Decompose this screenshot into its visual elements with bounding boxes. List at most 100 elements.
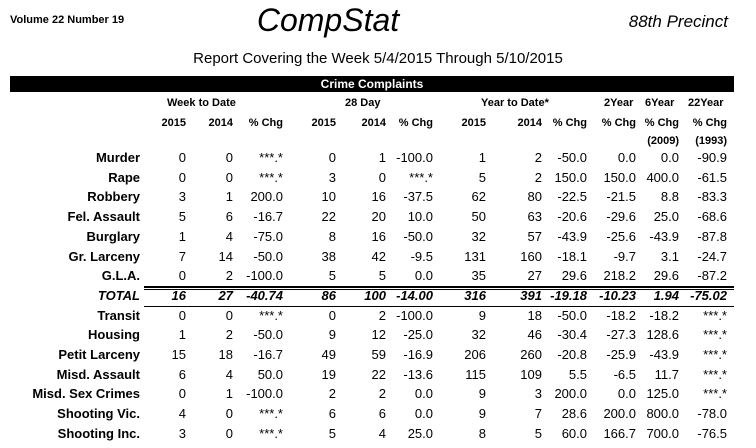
cell: 2014 (517, 117, 542, 129)
cell: 0 (178, 150, 186, 165)
cell: ***.* (259, 406, 283, 422)
cell: 206 (464, 347, 486, 362)
cell: -50.0 (403, 228, 433, 244)
cell: 27 (218, 287, 233, 303)
cell: 2 (378, 307, 386, 323)
cell: 9 (328, 327, 336, 343)
cell (144, 132, 186, 150)
cell: 391 (520, 287, 542, 303)
cell: 5 (478, 169, 486, 185)
cell: 22 (371, 366, 386, 382)
cell: 6 (225, 209, 233, 225)
cell (433, 132, 486, 150)
group-6year: 6Year (645, 97, 675, 109)
cell: -6.5 (613, 366, 636, 382)
cell: 9 (478, 406, 486, 422)
table-row: Fel. Assault 5 6 -16.7 22 20 10.0 50 63 -20.6 -29.… (0, 208, 727, 226)
cell: 1 (378, 150, 386, 165)
cell: 29.6 (561, 268, 587, 284)
cell: 10.0 (407, 209, 433, 225)
cell: -100.0 (246, 386, 283, 402)
cell: 2 (378, 386, 386, 402)
cell: 3 (178, 425, 186, 441)
table-row: Housing 1 2 -50.0 9 12 -25.0 32 46 -30.4 -27.3 128.… (0, 326, 727, 344)
row-label: Robbery (87, 189, 140, 205)
cell: % Chg (398, 117, 433, 129)
cell: % Chg (692, 117, 727, 129)
row-label: G.L.A. (101, 268, 140, 284)
cell: 0 (378, 169, 386, 185)
cell: -37.5 (403, 189, 433, 205)
cell: 0 (225, 150, 233, 165)
cell: -30.4 (557, 327, 587, 343)
cell: 800.0 (646, 406, 679, 422)
cell: -21.5 (606, 189, 636, 205)
cell: 400.0 (646, 169, 679, 185)
cell: -25.0 (403, 327, 433, 343)
cell: 32 (471, 327, 486, 343)
cell: -14.00 (396, 287, 433, 303)
cell (587, 132, 636, 150)
row-label: Transit (97, 307, 140, 323)
cell: 0 (178, 169, 186, 185)
row-label: Petit Larceny (58, 347, 140, 362)
row-label: Shooting Vic. (57, 406, 140, 422)
cell: 200.0 (603, 406, 636, 422)
cell: % Chg (601, 117, 636, 129)
cell: 218.2 (603, 268, 636, 284)
cell: 700.0 (646, 425, 679, 441)
cell: 2 (534, 169, 542, 185)
cell: 5 (328, 268, 336, 284)
cell: 2 (534, 150, 542, 165)
cell: -25.9 (606, 347, 636, 362)
cell: 4 (225, 228, 233, 244)
cell: % Chg (248, 117, 283, 129)
cell: 63 (527, 209, 542, 225)
cell: -18.1 (557, 248, 587, 264)
cell: 7 (534, 406, 542, 422)
cell: -50.0 (557, 150, 587, 165)
cell: -43.9 (649, 347, 679, 362)
cell: 6 (378, 406, 386, 422)
cell: 109 (520, 366, 542, 382)
report-title: CompStat (256, 2, 400, 38)
row-label: TOTAL (97, 287, 140, 303)
cell: -90.9 (697, 150, 727, 165)
cell: (2009) (647, 135, 679, 147)
cell: 4 (378, 425, 386, 441)
cell: 160 (520, 248, 542, 264)
row-label: Gr. Larceny (68, 248, 140, 264)
cell: 35 (471, 268, 486, 284)
cell: -75.0 (253, 228, 283, 244)
cell: ***.* (259, 307, 283, 323)
cell: 9 (478, 386, 486, 402)
cell: 11.7 (654, 366, 679, 382)
cell: 1 (178, 327, 186, 343)
cell: -50.0 (253, 248, 283, 264)
table-row: Murder 0 0 ***.* 0 1 -100.0 1 2 -50.0 0.0 0.0 -90.9 (0, 149, 727, 167)
cell: -75.02 (690, 287, 727, 303)
section-header: Crime Complaints (10, 76, 734, 92)
cell: -40.74 (246, 287, 283, 303)
cell: 2015 (461, 117, 486, 129)
group-year-to-date: Year to Date* (481, 97, 549, 109)
cell: 150.0 (554, 169, 587, 185)
cell: 2014 (361, 117, 386, 129)
cell: 0.0 (414, 268, 433, 284)
row-label: Housing (88, 327, 140, 343)
cell: 8 (478, 425, 486, 441)
table-row: Shooting Vic. 4 0 ***.* 6 6 0.0 9 7 28.6 200.0 800.… (0, 405, 727, 423)
cell: 0 (178, 386, 186, 402)
cell: 125.0 (646, 386, 679, 402)
cell: -20.6 (557, 209, 587, 225)
cell: -25.6 (606, 228, 636, 244)
cell: 14 (218, 248, 233, 264)
cell: 20 (371, 209, 386, 225)
cell: 27 (527, 268, 542, 284)
row-label: Shooting Inc. (57, 425, 140, 441)
cell: 0 (328, 150, 336, 165)
cell: 25.0 (407, 425, 433, 441)
cell: 5 (178, 209, 186, 225)
cell: 3 (534, 386, 542, 402)
